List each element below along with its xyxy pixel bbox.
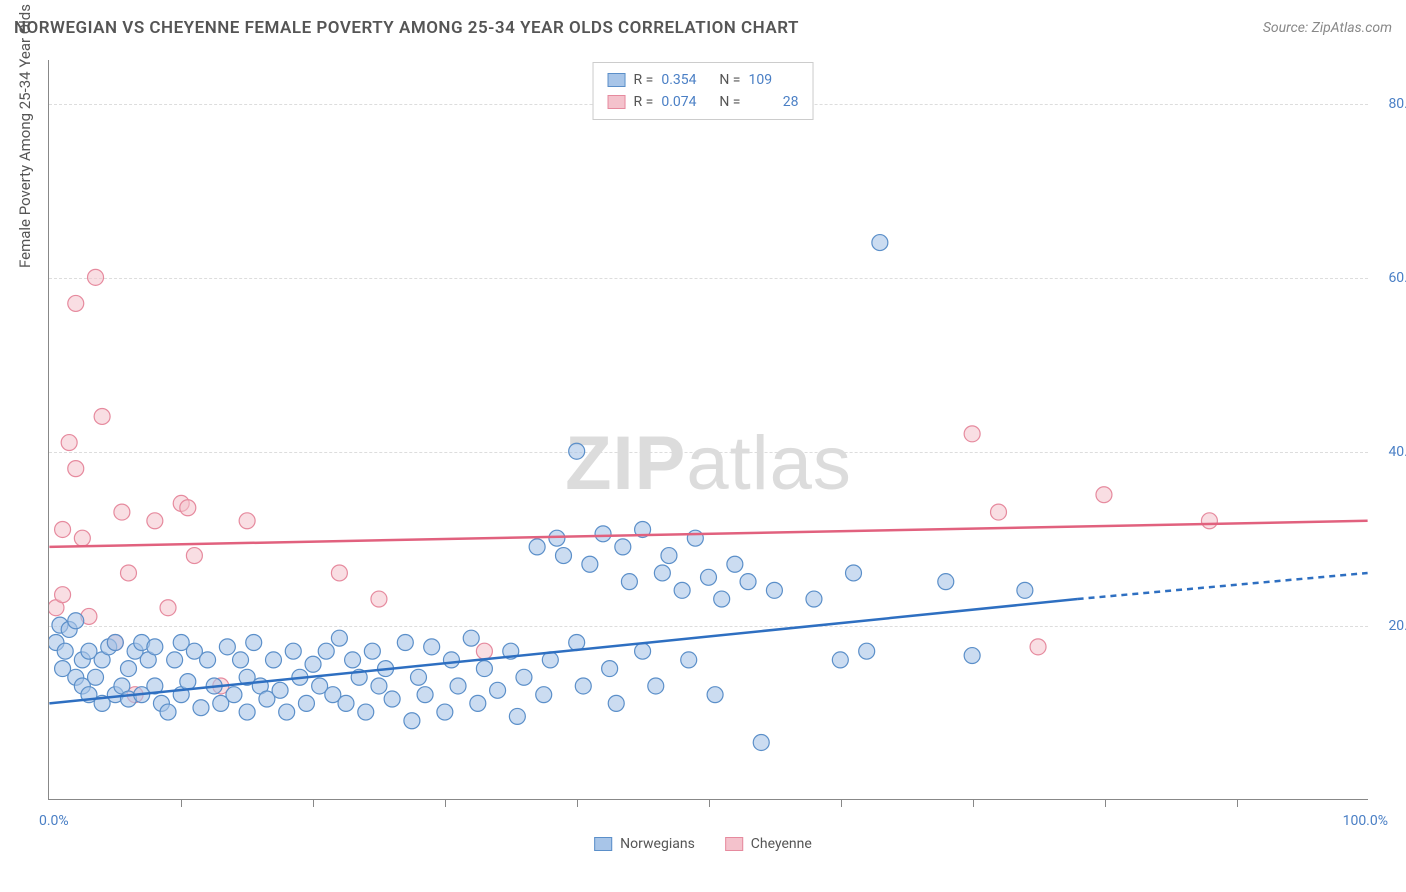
- series-legend: Norwegians Cheyenne: [594, 836, 812, 852]
- y-tick-label: 40.0%: [1388, 444, 1406, 460]
- r-value-cheyenne: 0.074: [661, 91, 711, 113]
- swatch-norwegians-icon: [594, 837, 612, 851]
- n-label: N =: [719, 69, 740, 91]
- x-tick: [709, 799, 710, 807]
- correlation-legend: R = 0.354 N = 109 R = 0.074 N = 28: [593, 62, 814, 120]
- y-tick-label: 20.0%: [1388, 618, 1406, 634]
- n-value-norwegians: 109: [748, 69, 798, 91]
- x-tick: [841, 799, 842, 807]
- legend-label-cheyenne: Cheyenne: [751, 836, 812, 852]
- legend-item-cheyenne: Cheyenne: [725, 836, 812, 852]
- y-tick-label: 60.0%: [1388, 270, 1406, 286]
- y-axis-label: Female Poverty Among 25-34 Year Olds: [16, 4, 34, 268]
- r-label: R =: [634, 91, 654, 113]
- swatch-cheyenne-icon: [608, 95, 626, 109]
- swatch-norwegians-icon: [608, 73, 626, 87]
- source-value: ZipAtlas.com: [1312, 20, 1392, 36]
- r-label: R =: [634, 69, 654, 91]
- n-value-cheyenne: 28: [748, 91, 798, 113]
- plot-area: ZIPatlas 0.0% 100.0% 20.0%40.0%60.0%80.0…: [48, 60, 1368, 800]
- x-tick: [181, 799, 182, 807]
- source-label: Source:: [1263, 20, 1312, 36]
- swatch-cheyenne-icon: [725, 837, 743, 851]
- x-tick: [577, 799, 578, 807]
- chart-canvas: [49, 60, 1368, 799]
- y-tick-label: 80.0%: [1388, 96, 1406, 112]
- n-label: N =: [719, 91, 740, 113]
- legend-row-cheyenne: R = 0.074 N = 28: [608, 91, 799, 113]
- r-value-norwegians: 0.354: [661, 69, 711, 91]
- x-tick: [445, 799, 446, 807]
- legend-row-norwegians: R = 0.354 N = 109: [608, 69, 799, 91]
- x-axis-max-label: 100.0%: [1343, 813, 1388, 829]
- x-tick: [1105, 799, 1106, 807]
- legend-label-norwegians: Norwegians: [620, 836, 695, 852]
- chart-title: NORWEGIAN VS CHEYENNE FEMALE POVERTY AMO…: [14, 18, 799, 38]
- x-axis-min-label: 0.0%: [39, 813, 69, 829]
- legend-item-norwegians: Norwegians: [594, 836, 695, 852]
- source-attribution: Source: ZipAtlas.com: [1263, 20, 1392, 36]
- x-tick: [973, 799, 974, 807]
- x-tick: [313, 799, 314, 807]
- x-tick: [1237, 799, 1238, 807]
